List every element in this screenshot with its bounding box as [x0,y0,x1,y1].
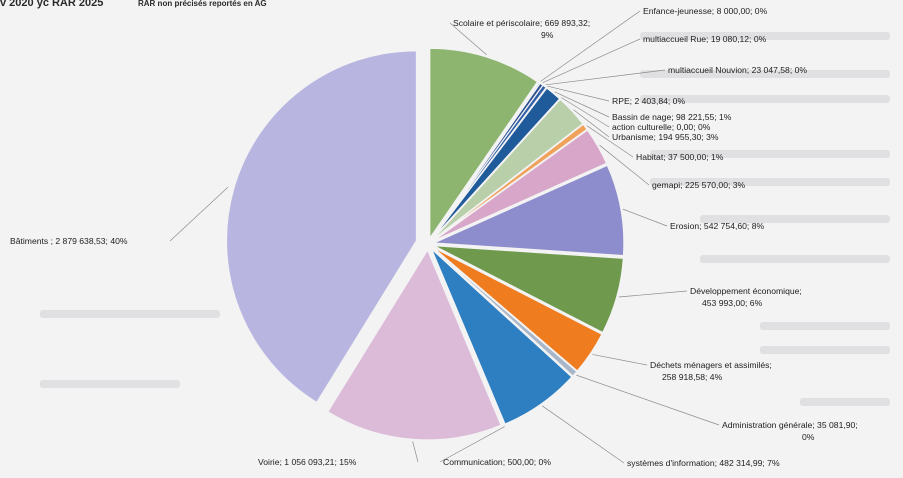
leader-administration-generale [576,374,720,426]
label-batiments: Bâtiments ; 2 879 638,53; 40% [10,236,128,246]
label-developpement-economique: Développement économique; 453 993,00; 6% [690,286,802,308]
leader-dechets-menagers-et-assimiles [592,354,648,366]
label-action-culturelle: action culturelle; 0,00; 0% [612,122,711,132]
leader-batiments [169,187,229,242]
slice-voirie [327,248,502,441]
slice-administration-generale [432,247,578,377]
leader-gemapi [599,144,650,186]
leader-rpe [547,85,610,102]
background-text-bleed [40,32,890,406]
slice-scolaire-et-periscolaire [429,47,539,241]
leader-urbanisme [573,109,610,138]
leader-communication [439,426,505,463]
slice-systemes-d-information [430,248,573,425]
slice-dechets-menagers-et-assimiles [432,246,603,372]
label-systemes-d-information: systèmes d'information; 482 314,99; 7% [627,458,780,468]
slice-habitat [432,123,588,241]
slice-bassin-de-nage [431,87,561,240]
label-voirie: Voirie; 1 056 093,21; 15% [258,457,357,467]
leader-scolaire-et-periscolaire [449,22,487,56]
leader-enfance-jeunesse [540,10,641,82]
label-bassin-de-nage: Bassin de nage; 98 221,55; 1% [612,112,732,122]
label-enfance-jeunesse: Enfance-jeunesse; 8 000,00; 0% [643,6,768,16]
leader-lines [169,10,720,464]
leader-action-culturelle [561,97,610,128]
leader-bassin-de-nage [554,91,610,118]
data-labels: Scolaire et périscolaire; 669 893,32; 9% E… [10,6,858,468]
label-erosion: Erosion; 542 754,60; 8% [670,221,764,231]
chart-subtitle: RAR non précisés reportés en AG [138,0,267,8]
label-urbanisme: Urbanisme; 194 955,30; 3% [612,132,719,142]
label-scolaire-et-periscolaire: Scolaire et périscolaire; 669 893,32; 9% [453,18,590,40]
leader-multiaccueil-rue [542,38,641,83]
label-dechets-menagers-et-assimiles: Déchets ménagers et assimilés; 258 918,58… [650,360,772,382]
slice-batiments [225,50,418,404]
leader-developpement-economique [618,290,688,298]
label-administration-generale: Administration générale; 35 081,90; 0% [722,420,858,442]
leader-habitat [586,125,634,158]
pie-slices [225,47,625,441]
label-multiaccueil-rue: multiaccueil Rue; 19 080,12; 0% [643,34,767,44]
leader-systemes-d-information [541,405,625,464]
label-gemapi: gemapi; 225 570,00; 3% [652,180,746,190]
label-communication: Communication; 500,00; 0% [443,457,551,467]
slice-urbanisme [431,98,584,241]
leader-multiaccueil-nouvion [545,69,666,86]
slice-communication [429,249,505,426]
leader-erosion [622,208,668,227]
chart-title: v 2020 yc RAR 2025 [0,0,103,9]
label-multiaccueil-nouvion: multiaccueil Nouvion; 23 047,58; 0% [668,65,807,75]
slice-developpement-economique [433,245,624,334]
leader-voirie [412,441,419,463]
slice-erosion [433,164,625,257]
label-rpe: RPE; 2 403,84; 0% [612,96,685,106]
label-habitat: Habitat; 37 500,00; 1% [636,152,724,162]
slice-gemapi [432,129,608,242]
